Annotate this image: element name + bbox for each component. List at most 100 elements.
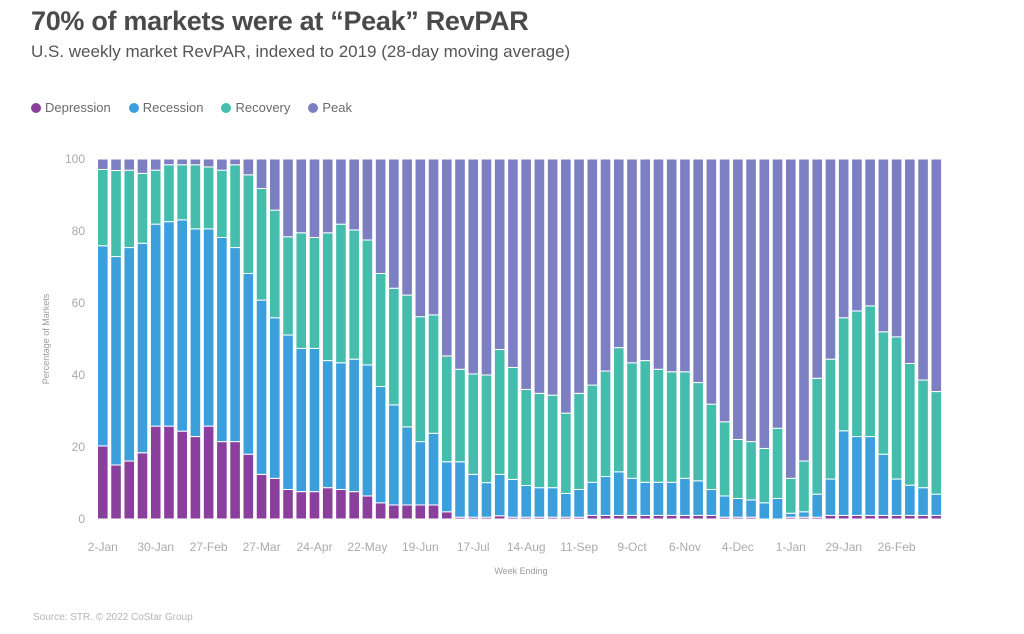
bar-segment-recovery	[890, 336, 903, 480]
bar-segment-depression	[440, 511, 453, 520]
bar-segment-depression	[97, 445, 109, 520]
bar-segment-peak	[877, 158, 890, 333]
bar-segment-recovery	[467, 373, 480, 475]
chart-subtitle: U.S. weekly market RevPAR, indexed to 20…	[31, 42, 571, 61]
bar-segment-recession	[282, 334, 294, 490]
bar-segment-recession	[665, 481, 678, 516]
bar-segment-recession	[718, 495, 731, 518]
chart-title: 70% of markets were at “Peak” RevPAR	[31, 6, 529, 36]
bar-segment-peak	[493, 158, 506, 350]
bar-segment-recovery	[480, 374, 493, 484]
bar-segment-recovery	[798, 460, 810, 513]
bar-segment-depression	[229, 441, 241, 520]
bar-segment-peak	[546, 158, 559, 396]
bar-segment-peak	[837, 158, 850, 319]
bar-segment-depression	[904, 514, 916, 520]
bar-segment-recovery	[427, 314, 440, 434]
bar-segment-recovery	[586, 384, 599, 483]
bar-segment-recession	[454, 461, 466, 518]
bar-segment-recession	[229, 247, 241, 443]
bar-segment-recovery	[229, 164, 241, 249]
bar-segment-recovery	[811, 377, 824, 495]
bar-segment-peak	[520, 158, 532, 390]
bar-segment-recession	[401, 426, 413, 506]
bar-segment-recession	[176, 219, 188, 432]
bar-segment-peak	[414, 158, 427, 318]
bar-segment-recession	[533, 487, 546, 518]
bar-segment-recession	[599, 476, 612, 516]
bar-segment-recovery	[242, 174, 255, 274]
bar-segment-recession	[732, 497, 744, 518]
bar-segment-recession	[798, 511, 810, 518]
bar-segment-depression	[216, 441, 228, 520]
bar-segment-peak	[679, 158, 691, 373]
bar-segment-peak	[771, 158, 784, 429]
bar-segment-peak	[149, 158, 162, 171]
bar-segment-peak	[348, 158, 360, 231]
bar-segment-recovery	[599, 370, 612, 478]
bar-segment-depression	[679, 514, 691, 520]
bars-group	[97, 158, 943, 520]
y-tick-label: 80	[72, 224, 86, 238]
bar-segment-peak	[890, 158, 903, 338]
x-tick-label: 1-Jan	[776, 540, 806, 554]
y-tick-label: 20	[72, 440, 86, 454]
bar-segment-recovery	[110, 170, 122, 258]
bar-segment-recession	[692, 480, 704, 516]
bar-segment-recession	[123, 247, 136, 462]
bar-segment-depression	[652, 514, 665, 520]
x-tick-label: 2-Jan	[88, 540, 118, 554]
bar-segment-depression	[864, 514, 876, 520]
bar-segment-recovery	[692, 382, 704, 482]
bar-segment-peak	[176, 158, 188, 166]
bar-segment-recession	[427, 432, 440, 506]
x-tick-label: 11-Sep	[560, 540, 598, 554]
bar-segment-recession	[493, 473, 506, 517]
legend-swatch-peak-icon	[308, 102, 319, 113]
bar-segment-depression	[348, 491, 360, 520]
bar-segment-recovery	[440, 355, 453, 463]
x-tick-label: 9-Oct	[617, 540, 647, 554]
legend-label: Recovery	[235, 100, 291, 115]
bar-segment-recovery	[493, 348, 506, 475]
x-tick-label: 14-Aug	[507, 540, 546, 554]
bar-segment-recovery	[282, 236, 294, 336]
bar-segment-recovery	[679, 371, 691, 479]
bar-segment-peak	[189, 158, 202, 166]
bar-segment-peak	[851, 158, 863, 312]
bar-segment-peak	[652, 158, 665, 370]
bar-segment-depression	[639, 514, 652, 520]
bar-segment-recession	[255, 299, 268, 475]
bar-segment-peak	[374, 158, 387, 274]
bar-segment-peak	[639, 158, 652, 362]
bar-segment-peak	[321, 158, 334, 234]
bar-segment-peak	[665, 158, 678, 373]
bar-segment-peak	[480, 158, 493, 376]
bar-segment-peak	[242, 158, 255, 176]
bar-segment-recession	[97, 245, 109, 447]
bar-segment-recovery	[202, 166, 215, 230]
bar-segment-depression	[308, 491, 321, 520]
bar-segment-depression	[586, 514, 599, 520]
legend-item-recovery: Recovery	[221, 100, 290, 115]
bar-segment-depression	[930, 514, 943, 520]
bar-segment-peak	[388, 158, 400, 289]
x-tick-label: 29-Jan	[825, 540, 862, 554]
bar-segment-recession	[851, 436, 863, 516]
bar-segment-depression	[123, 460, 136, 520]
bar-segment-recession	[758, 502, 771, 520]
bar-segment-recovery	[507, 366, 519, 480]
bar-segment-peak	[586, 158, 599, 386]
bar-segment-recession	[189, 228, 202, 438]
y-tick-label: 60	[72, 296, 86, 310]
bar-segment-peak	[560, 158, 572, 414]
bar-segment-recovery	[149, 169, 162, 225]
x-tick-label: 19-Jun	[402, 540, 439, 554]
bar-segment-depression	[176, 430, 188, 520]
bar-segment-recession	[440, 461, 453, 513]
legend-swatch-depression-icon	[31, 102, 41, 113]
bar-segment-recession	[507, 478, 519, 518]
bar-segment-recession	[163, 221, 175, 427]
y-tick-label: 100	[65, 152, 85, 166]
bar-segment-peak	[718, 158, 731, 423]
